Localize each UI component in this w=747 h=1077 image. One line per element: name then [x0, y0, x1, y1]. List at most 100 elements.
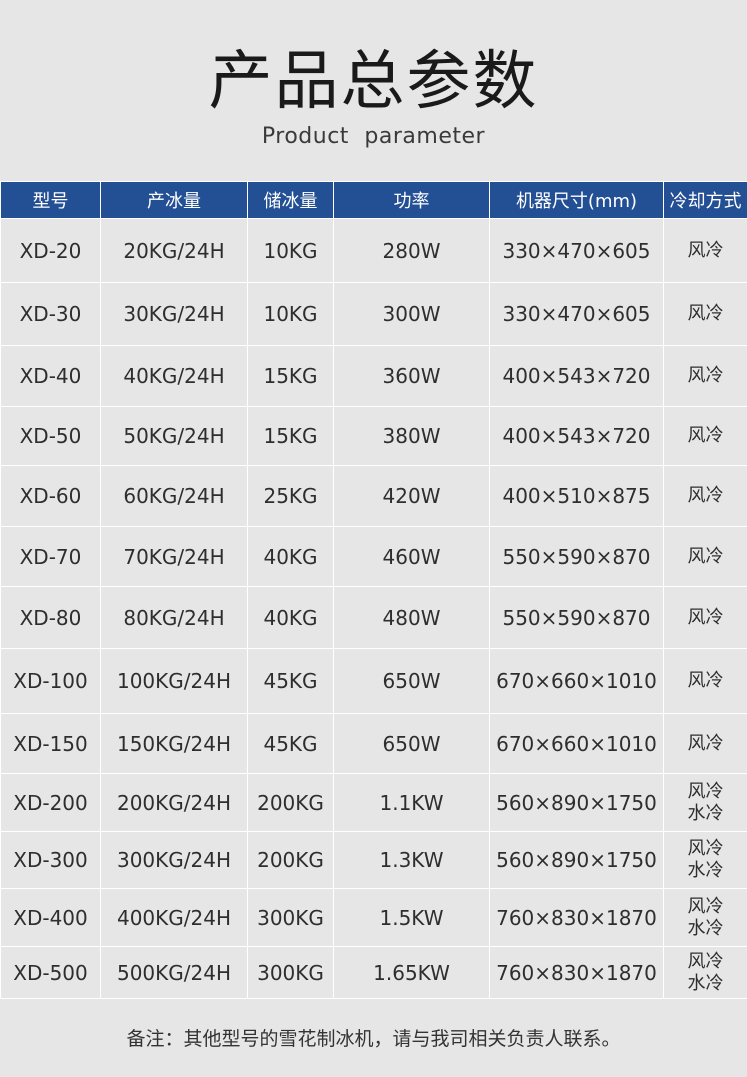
cell-output: 200KG/24H: [100, 773, 248, 832]
cooling-method: 风冷: [687, 365, 724, 386]
table-row: XD-70 70KG/24H 40KG 460W 550×590×870 风冷: [0, 526, 747, 587]
cell-model: XD-400: [0, 888, 101, 947]
cell-storage: 200KG: [247, 773, 334, 832]
cooling-method: 风冷: [687, 545, 724, 567]
cooling-method: 风冷: [687, 303, 724, 324]
cell-cooling: 风冷 水冷: [663, 888, 747, 947]
cell-power: 360W: [333, 345, 490, 407]
parameter-table: 型号 产冰量 储冰量 功率 机器尺寸(mm) 冷却方式 XD-20 20KG/24…: [0, 181, 747, 999]
cell-output: 60KG/24H: [100, 465, 248, 527]
cell-output: 70KG/24H: [100, 526, 248, 587]
cell-cooling: 风冷 水冷: [663, 831, 747, 889]
cell-storage: 10KG: [247, 218, 334, 283]
cell-storage: 300KG: [247, 946, 334, 999]
cooling-method: 风冷: [687, 485, 724, 506]
cell-model: XD-50: [0, 406, 101, 466]
table-row: XD-20 20KG/24H 10KG 280W 330×470×605 风冷: [0, 218, 747, 283]
cell-model: XD-100: [0, 648, 101, 714]
table-row: XD-200 200KG/24H 200KG 1.1KW 560×890×1750 风冷水…: [0, 773, 747, 832]
cell-output: 40KG/24H: [100, 345, 248, 407]
cell-output: 30KG/24H: [100, 282, 248, 346]
cell-cooling: 风冷 水冷: [663, 946, 747, 999]
cell-output: 50KG/24H: [100, 406, 248, 466]
cell-size: 760×830×1870: [489, 946, 664, 999]
header-model: 型号: [0, 181, 101, 219]
table-header-row: 型号 产冰量 储冰量 功率 机器尺寸(mm) 冷却方式: [0, 181, 747, 219]
cell-model: XD-20: [0, 218, 101, 283]
cell-power: 380W: [333, 406, 490, 466]
cell-storage: 45KG: [247, 713, 334, 774]
table-row: XD-30 30KG/24H 10KG 300W 330×470×605 风冷: [0, 282, 747, 346]
cell-size: 670×660×1010: [489, 648, 664, 714]
cell-cooling: 风冷 水冷: [663, 773, 747, 832]
cell-power: 650W: [333, 648, 490, 714]
table-row: XD-150 150KG/24H 45KG 650W 670×660×1010 风冷: [0, 713, 747, 774]
cell-size: 760×830×1870: [489, 888, 664, 947]
cell-cooling: 风冷: [663, 406, 747, 466]
header-storage: 储冰量: [247, 181, 334, 219]
cooling-method: 水冷: [687, 972, 724, 994]
cell-power: 460W: [333, 526, 490, 587]
table-row: XD-80 80KG/24H 40KG 480W 550×590×870 风冷: [0, 586, 747, 649]
footnote: 备注：其他型号的雪花制冰机，请与我司相关负责人联系。: [126, 1028, 621, 1050]
cell-model: XD-80: [0, 586, 101, 649]
cell-cooling: 风冷: [663, 218, 747, 283]
cell-size: 550×590×870: [489, 526, 664, 587]
cell-storage: 40KG: [247, 526, 334, 587]
header-cooling: 冷却方式: [663, 181, 747, 219]
cell-cooling: 风冷: [663, 282, 747, 346]
cell-storage: 200KG: [247, 831, 334, 889]
page-subtitle: Product parameter: [261, 124, 486, 149]
page-title: 产品总参数: [208, 45, 539, 119]
cell-size: 550×590×870: [489, 586, 664, 649]
table-row: XD-100 100KG/24H 45KG 650W 670×660×1010 风冷: [0, 648, 747, 714]
cooling-method: 风冷: [687, 838, 724, 859]
cooling-method: 风冷: [687, 239, 724, 261]
cooling-method: 风冷: [687, 895, 724, 917]
cell-size: 400×543×720: [489, 345, 664, 407]
cell-cooling: 风冷: [663, 345, 747, 407]
cell-output: 150KG/24H: [100, 713, 248, 774]
table-row: XD-40 40KG/24H 15KG 360W 400×543×720 风冷: [0, 345, 747, 407]
header-power: 功率: [333, 181, 490, 219]
cell-output: 400KG/24H: [100, 888, 248, 947]
cooling-method: 风冷: [687, 670, 724, 691]
cell-storage: 300KG: [247, 888, 334, 947]
cell-size: 330×470×605: [489, 218, 664, 283]
cell-storage: 25KG: [247, 465, 334, 527]
cell-storage: 40KG: [247, 586, 334, 649]
cell-power: 1.3KW: [333, 831, 490, 889]
cell-output: 20KG/24H: [100, 218, 248, 283]
cell-model: XD-500: [0, 946, 101, 999]
cell-model: XD-200: [0, 773, 101, 832]
cell-cooling: 风冷: [663, 648, 747, 714]
cell-size: 560×890×1750: [489, 773, 664, 832]
cell-power: 480W: [333, 586, 490, 649]
cell-storage: 15KG: [247, 345, 334, 407]
table-row: XD-300 300KG/24H 200KG 1.3KW 560×890×1750 风冷水…: [0, 831, 747, 889]
cell-power: 420W: [333, 465, 490, 527]
cell-storage: 10KG: [247, 282, 334, 346]
cell-size: 330×470×605: [489, 282, 664, 346]
cooling-method: 风冷: [687, 606, 724, 628]
cell-power: 650W: [333, 713, 490, 774]
cooling-method: 水冷: [687, 802, 724, 824]
cell-power: 1.5KW: [333, 888, 490, 947]
cell-output: 80KG/24H: [100, 586, 248, 649]
cell-output: 300KG/24H: [100, 831, 248, 889]
cell-model: XD-300: [0, 831, 101, 889]
cell-cooling: 风冷: [663, 713, 747, 774]
cooling-method: 风冷: [687, 950, 724, 972]
cell-power: 1.65KW: [333, 946, 490, 999]
cooling-method: 风冷: [687, 732, 724, 754]
cell-size: 400×510×875: [489, 465, 664, 527]
cell-output: 100KG/24H: [100, 648, 248, 714]
header-size: 机器尺寸(mm): [489, 181, 664, 219]
cell-cooling: 风冷: [663, 465, 747, 527]
header-output: 产冰量: [100, 181, 248, 219]
table-row: XD-50 50KG/24H 15KG 380W 400×543×720 风冷: [0, 406, 747, 466]
cell-output: 500KG/24H: [100, 946, 248, 999]
cell-power: 280W: [333, 218, 490, 283]
cell-cooling: 风冷: [663, 526, 747, 587]
table-row: XD-500 500KG/24H 300KG 1.65KW 760×830×1870 风冷…: [0, 946, 747, 999]
